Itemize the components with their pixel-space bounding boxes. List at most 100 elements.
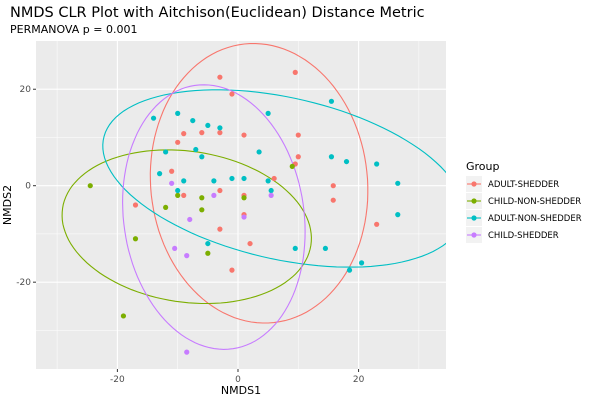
point-adult-non-shedder xyxy=(211,178,217,184)
point-adult-shedder xyxy=(217,74,223,80)
point-adult-shedder xyxy=(229,267,235,273)
point-adult-non-shedder xyxy=(265,110,271,116)
point-adult-non-shedder xyxy=(395,180,401,186)
point-adult-non-shedder xyxy=(292,245,298,252)
chart-subtitle: PERMANOVA p = 0.001 xyxy=(10,23,137,36)
point-adult-non-shedder xyxy=(343,158,350,165)
legend-item: ADULT-NON-SHEDDER xyxy=(466,210,582,226)
point-adult-shedder xyxy=(181,131,187,137)
point-child-shedder xyxy=(241,214,247,220)
point-child-shedder xyxy=(172,245,178,252)
ellipse-adult-shedder xyxy=(149,43,369,324)
point-adult-non-shedder xyxy=(150,115,157,121)
point-child-non-shedder xyxy=(163,204,169,211)
point-adult-non-shedder xyxy=(322,245,329,252)
point-adult-shedder xyxy=(374,221,380,227)
point-child-non-shedder xyxy=(205,250,211,256)
y-tick-label: 0 xyxy=(25,182,31,192)
point-child-shedder xyxy=(211,192,217,198)
point-child-shedder xyxy=(187,216,193,223)
point-adult-non-shedder xyxy=(217,125,223,131)
point-child-shedder xyxy=(169,180,175,186)
legend-label: CHILD-NON-SHEDDER xyxy=(488,197,581,207)
point-adult-non-shedder xyxy=(193,146,199,153)
y-axis-label: NMDS2 xyxy=(1,185,14,225)
point-adult-shedder xyxy=(217,226,223,232)
point-adult-non-shedder xyxy=(199,154,205,160)
grid-major-lines xyxy=(36,41,446,369)
point-child-non-shedder xyxy=(120,313,127,319)
chart-title: NMDS CLR Plot with Aitchison(Euclidean) … xyxy=(10,5,425,21)
ellipse-child-shedder xyxy=(122,84,306,350)
point-adult-shedder xyxy=(229,91,235,97)
point-adult-shedder xyxy=(199,130,205,136)
point-adult-shedder xyxy=(241,132,247,138)
point-adult-shedder xyxy=(330,197,336,203)
point-child-non-shedder xyxy=(132,236,139,242)
point-child-shedder xyxy=(268,192,274,198)
point-adult-non-shedder xyxy=(175,187,181,194)
point-adult-shedder xyxy=(295,132,301,138)
point-adult-non-shedder xyxy=(346,267,353,273)
point-adult-non-shedder xyxy=(205,240,211,247)
point-child-non-shedder xyxy=(87,183,93,189)
point-adult-non-shedder xyxy=(328,154,335,160)
legend-key-point xyxy=(471,198,477,204)
legend-label: ADULT-NON-SHEDDER xyxy=(488,214,582,224)
point-adult-non-shedder xyxy=(265,178,271,184)
point-adult-shedder xyxy=(169,168,175,174)
ellipse-adult-non-shedder xyxy=(102,89,446,268)
point-adult-shedder xyxy=(330,183,336,189)
point-adult-non-shedder xyxy=(157,171,163,177)
point-adult-shedder xyxy=(247,240,253,247)
y-tick-label: 20 xyxy=(20,85,32,95)
point-adult-non-shedder xyxy=(358,260,365,266)
point-adult-non-shedder xyxy=(181,178,187,184)
legend-item: ADULT-SHEDDER xyxy=(466,176,559,192)
y-tick-label: -20 xyxy=(16,278,31,288)
x-tick-label: 20 xyxy=(353,375,365,385)
point-adult-shedder xyxy=(132,202,139,208)
point-adult-non-shedder xyxy=(163,149,169,155)
group-ellipses xyxy=(61,43,446,350)
point-adult-non-shedder xyxy=(229,175,235,182)
point-adult-shedder xyxy=(217,130,223,136)
data-points xyxy=(87,69,401,355)
point-adult-shedder xyxy=(175,139,181,145)
point-adult-non-shedder xyxy=(268,187,274,194)
point-child-non-shedder xyxy=(199,195,205,201)
point-adult-non-shedder xyxy=(374,161,380,167)
grid-minor-lines xyxy=(36,41,446,369)
point-child-non-shedder xyxy=(241,195,247,201)
x-tick-label: -20 xyxy=(110,375,125,385)
point-adult-non-shedder xyxy=(395,212,401,218)
point-adult-non-shedder xyxy=(256,149,262,155)
point-child-non-shedder xyxy=(199,207,205,213)
legend: Group ADULT-SHEDDER CHILD-NON-SHEDDER ADUL… xyxy=(466,160,582,243)
legend-label: CHILD-SHEDDER xyxy=(488,231,559,241)
point-adult-non-shedder xyxy=(328,98,335,104)
legend-key-point xyxy=(471,232,477,238)
x-tick-label: 0 xyxy=(235,375,241,385)
point-child-non-shedder xyxy=(175,192,181,198)
point-child-shedder xyxy=(184,253,190,259)
point-adult-shedder xyxy=(181,192,187,198)
point-adult-shedder xyxy=(295,154,301,160)
legend-key-point xyxy=(471,181,477,187)
point-adult-shedder xyxy=(271,175,277,182)
point-adult-shedder xyxy=(292,69,298,75)
point-adult-non-shedder xyxy=(241,175,247,182)
point-adult-non-shedder xyxy=(205,122,211,129)
legend-item: CHILD-NON-SHEDDER xyxy=(466,193,581,209)
x-axis-label: NMDS1 xyxy=(221,384,261,397)
legend-title: Group xyxy=(466,160,500,173)
legend-key-point xyxy=(471,215,477,221)
point-child-shedder xyxy=(184,349,190,355)
point-adult-shedder xyxy=(217,187,223,194)
point-child-non-shedder xyxy=(289,163,295,170)
legend-item: CHILD-SHEDDER xyxy=(466,227,559,243)
axis-ticks: -20 0 20 -20 0 20 xyxy=(16,85,364,385)
legend-label: ADULT-SHEDDER xyxy=(488,180,559,190)
point-adult-non-shedder xyxy=(175,110,181,116)
